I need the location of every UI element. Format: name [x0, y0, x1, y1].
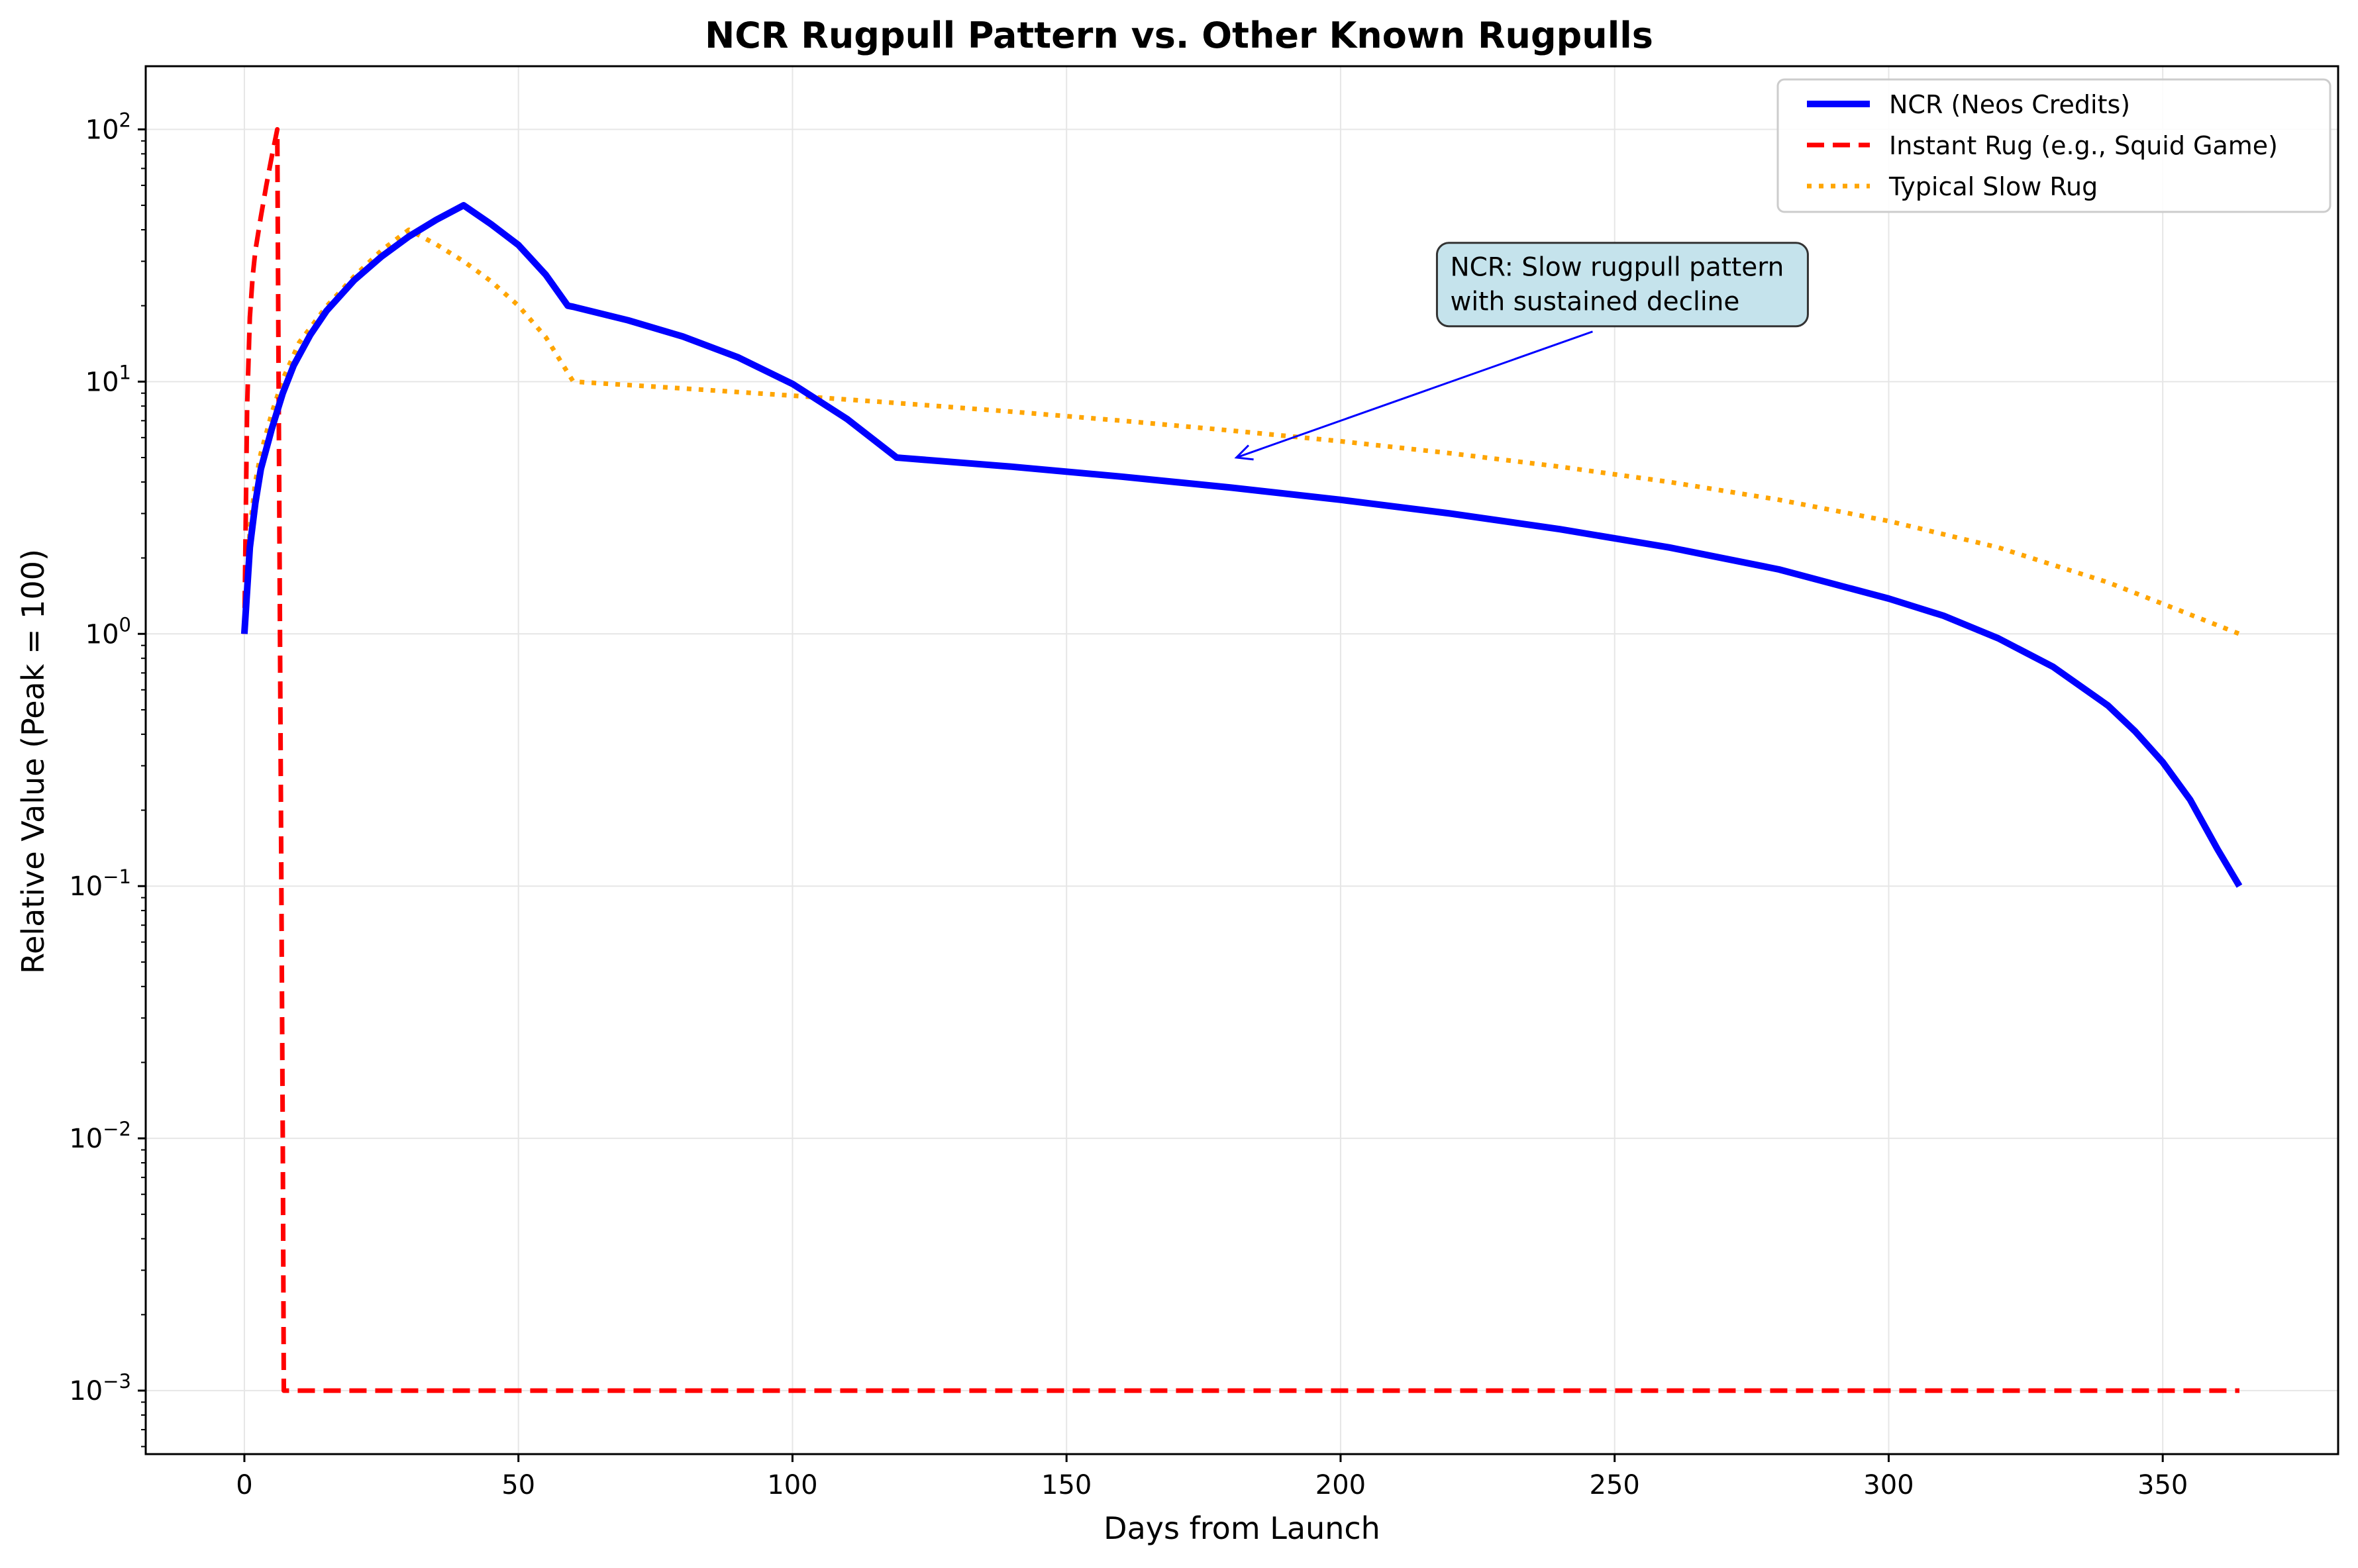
x-axis-ticks: 0 50 100 150 200 250 300 350	[236, 1454, 2188, 1500]
x-tick-label-6: 300	[1863, 1470, 1914, 1500]
x-tick-label-2: 100	[767, 1470, 817, 1500]
x-tick-label-3: 150	[1041, 1470, 1092, 1500]
x-tick-label-1: 50	[501, 1470, 535, 1500]
legend-label-ncr: NCR (Neos Credits)	[1889, 90, 2130, 119]
series-line-1	[242, 126, 2239, 1393]
y-axis-label: Relative Value (Peak = 100)	[15, 549, 51, 974]
annotation-text-line-1: NCR: Slow rugpull pattern	[1450, 253, 1784, 283]
x-axis-label: Days from Launch	[1103, 1510, 1380, 1546]
annotation: NCR: Slow rugpull pattern with sustained…	[1234, 242, 1809, 461]
x-tick-label-4: 200	[1315, 1470, 1366, 1500]
series-line-2	[242, 227, 2241, 636]
y-tick-label-3: 100	[85, 613, 131, 650]
annotation-arrowhead	[1234, 444, 1254, 461]
y-axis-ticks: 10−3 10−2 10−1 100 101 102	[69, 109, 146, 1447]
plot-border	[144, 65, 2339, 1455]
legend-label-slow-rug: Typical Slow Rug	[1888, 172, 2098, 201]
series-line-0	[240, 202, 2243, 888]
annotation-arrow	[1236, 330, 1593, 459]
x-tick-label-5: 250	[1590, 1470, 1640, 1500]
x-tick-label-7: 350	[2137, 1470, 2188, 1500]
y-tick-label-4: 101	[85, 361, 131, 397]
legend-frame	[1776, 78, 2332, 213]
x-tick-label-0: 0	[236, 1470, 252, 1500]
plot-frame	[144, 65, 2339, 1455]
y-tick-label-1: 10−2	[69, 1118, 131, 1154]
y-tick-label-2: 10−1	[69, 865, 131, 902]
chart-title: NCR Rugpull Pattern vs. Other Known Rugp…	[705, 15, 1653, 56]
annotation-box	[1435, 242, 1809, 328]
annotation-text-line-2: with sustained decline	[1450, 287, 1739, 317]
legend: NCR (Neos Credits) Instant Rug (e.g., Sq…	[1776, 78, 2332, 213]
legend-label-instant-rug: Instant Rug (e.g., Squid Game)	[1889, 131, 2278, 160]
y-tick-label-5: 102	[85, 109, 131, 145]
plot-series	[240, 126, 2243, 1393]
y-tick-label-0: 10−3	[69, 1370, 131, 1406]
